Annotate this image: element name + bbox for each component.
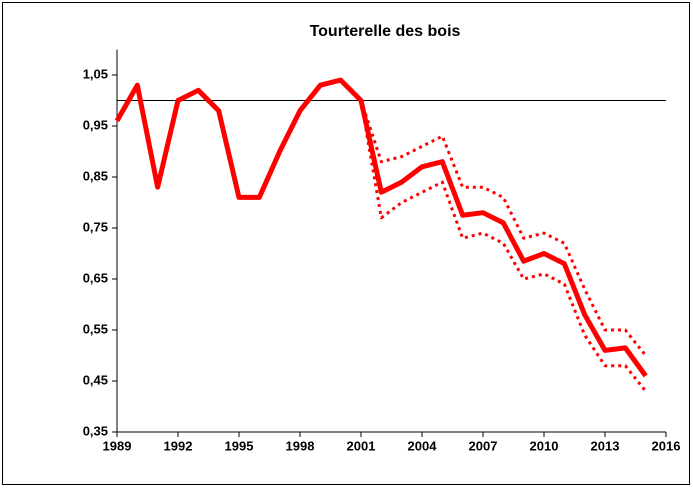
x-tick-label: 2007: [469, 438, 498, 453]
x-tick-label: 2013: [591, 438, 620, 453]
y-tick-label: 1,05: [83, 66, 108, 81]
y-tick-label: 0,35: [83, 423, 108, 438]
x-tick-label: 1989: [103, 438, 132, 453]
x-tick-label: 1995: [225, 438, 254, 453]
x-tick-label: 2016: [652, 438, 681, 453]
y-tick-label: 0,85: [83, 168, 108, 183]
trend-line: [114, 77, 648, 378]
y-tick-label: 0,55: [83, 321, 108, 336]
y-tick-label: 0,45: [83, 372, 108, 387]
x-tick-label: 2004: [408, 438, 438, 453]
chart-title: Tourterelle des bois: [310, 23, 461, 40]
x-tick-label: 2010: [530, 438, 559, 453]
x-tick-label: 2001: [347, 438, 376, 453]
y-tick-label: 0,75: [83, 219, 108, 234]
y-tick-label: 0,95: [83, 117, 108, 132]
confidence-line: [359, 100, 647, 357]
x-tick-label: 1992: [164, 438, 193, 453]
confidence-line: [359, 100, 647, 393]
x-tick-label: 1998: [286, 438, 315, 453]
y-tick-label: 0,65: [83, 270, 108, 285]
